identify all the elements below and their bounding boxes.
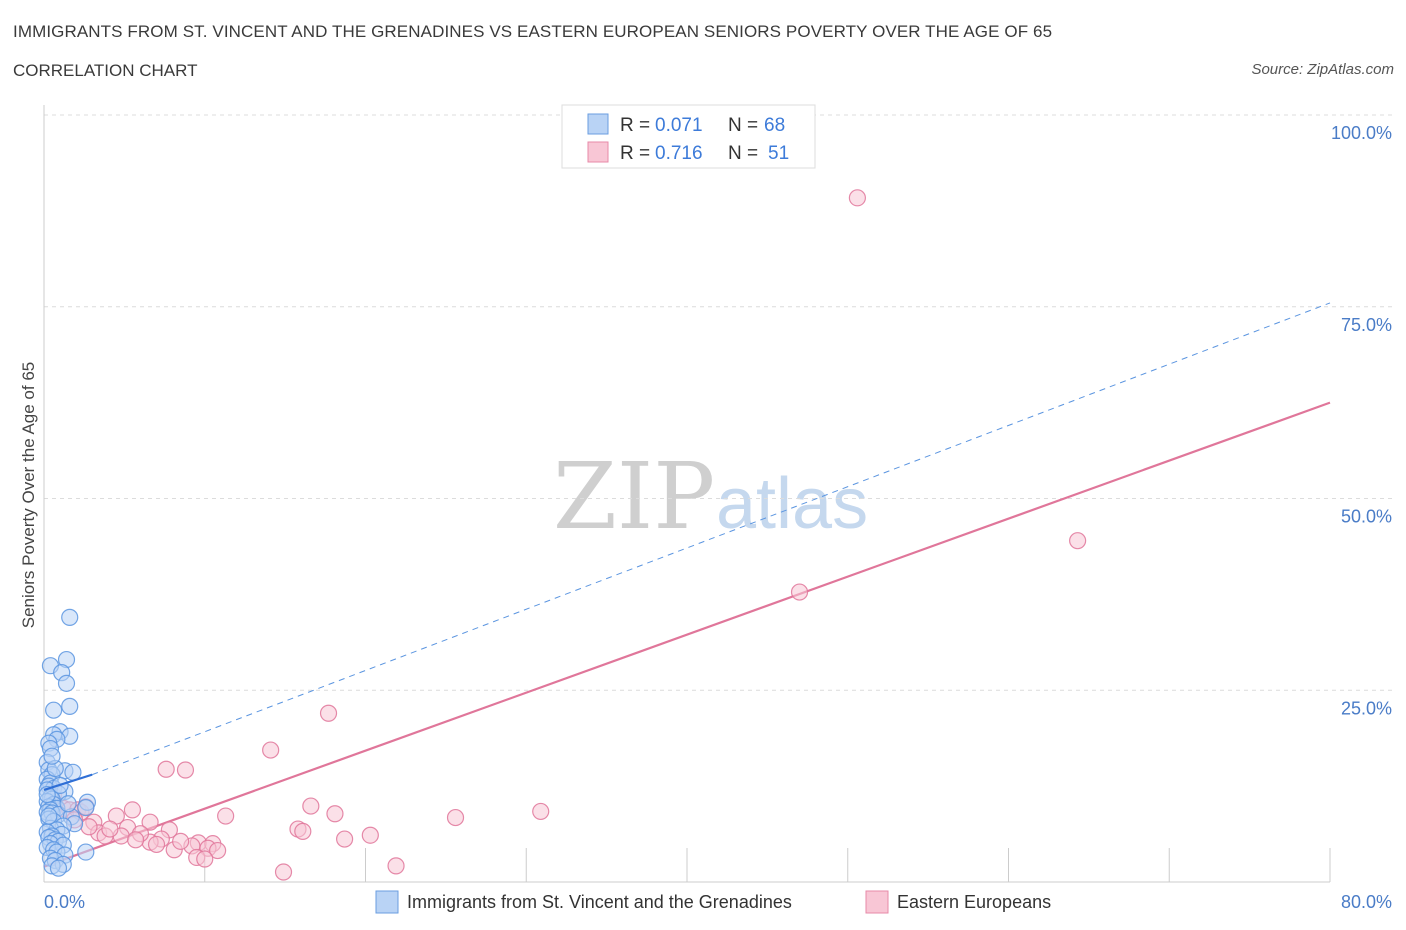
x-tick-label-max: 80.0% <box>1341 892 1392 912</box>
data-point-st-vincent <box>43 747 61 765</box>
legend-swatch-eastern-europeans <box>587 141 609 163</box>
trend-lines <box>43 302 1331 868</box>
data-point-eastern-europeans <box>532 802 550 821</box>
data-point-eastern-europeans <box>326 805 344 823</box>
data-point-st-vincent <box>61 697 79 715</box>
bottom-legend-label-st-vincent: Immigrants from St. Vincent and the Gren… <box>407 892 792 912</box>
data-point-st-vincent <box>57 674 76 692</box>
data-point-eastern-europeans <box>147 835 166 854</box>
watermark-atlas: atlas <box>716 464 868 544</box>
data-point-eastern-europeans <box>217 807 235 825</box>
data-point-eastern-europeans <box>848 189 866 207</box>
data-point-eastern-europeans <box>127 831 145 849</box>
data-point-st-vincent <box>40 807 58 825</box>
legend-n-value-2: 51 <box>768 143 789 164</box>
x-tick-marks <box>204 848 1331 882</box>
legend-n-label-2: N = <box>728 143 758 164</box>
data-point-st-vincent <box>45 701 63 719</box>
data-point-eastern-europeans <box>361 826 379 844</box>
bottom-legend-label-eastern-europeans: Eastern Europeans <box>897 892 1051 912</box>
data-point-st-vincent <box>49 859 68 877</box>
source-label: Source: ZipAtlas.com <box>1251 61 1394 78</box>
data-point-eastern-europeans <box>141 813 159 831</box>
series-eastern-europeans-points <box>45 189 1087 881</box>
watermark-zip: ZIP <box>553 443 715 550</box>
y-tick-label: 25.0% <box>1341 698 1392 718</box>
legend-r-value-2: 0.716 <box>655 143 703 164</box>
data-point-st-vincent <box>77 843 95 861</box>
trend-line-eastern-europeans <box>43 401 1331 868</box>
y-axis-label: Seniors Poverty Over the Age of 65 <box>19 362 38 628</box>
series-legend: Immigrants from St. Vincent and the Gren… <box>375 890 1051 914</box>
legend-r-label-1: R = <box>620 115 650 136</box>
trend-line-st-vincent-extension <box>92 302 1331 776</box>
data-point-eastern-europeans <box>387 857 405 875</box>
y-tick-label: 75.0% <box>1341 315 1392 335</box>
data-point-eastern-europeans <box>262 741 280 759</box>
data-point-eastern-europeans <box>302 797 320 815</box>
watermark: ZIP atlas <box>553 443 868 550</box>
data-point-eastern-europeans <box>336 830 354 848</box>
data-point-eastern-europeans <box>101 820 119 838</box>
series-st-vincent-points <box>38 608 97 877</box>
data-point-eastern-europeans <box>294 822 312 840</box>
data-point-eastern-europeans <box>80 818 98 836</box>
x-tick-label-min: 0.0% <box>44 892 85 912</box>
data-point-st-vincent <box>77 799 95 817</box>
data-point-eastern-europeans <box>196 850 214 868</box>
data-point-eastern-europeans <box>209 841 227 860</box>
data-point-eastern-europeans <box>1069 532 1087 550</box>
chart-subtitle: CORRELATION CHART <box>13 61 198 80</box>
legend-n-value-1: 68 <box>764 115 785 136</box>
data-point-st-vincent <box>61 608 79 626</box>
bottom-legend-swatch-st-vincent <box>375 890 399 914</box>
bottom-legend-swatch-eastern-europeans <box>865 890 889 914</box>
data-point-eastern-europeans <box>319 704 338 722</box>
y-tick-labels: 25.0% 50.0% 75.0% 100.0% <box>1331 123 1392 718</box>
data-point-eastern-europeans <box>274 863 293 881</box>
data-point-eastern-europeans <box>123 801 142 819</box>
data-point-eastern-europeans <box>172 832 190 850</box>
legend-r-label-2: R = <box>620 143 650 164</box>
trend-line-st-vincent <box>43 773 93 792</box>
y-tick-label: 100.0% <box>1331 123 1392 143</box>
legend-swatch-st-vincent <box>587 113 609 135</box>
legend-r-value-1: 0.071 <box>655 115 703 136</box>
data-point-eastern-europeans <box>157 760 175 778</box>
chart-title: IMMIGRANTS FROM ST. VINCENT AND THE GREN… <box>13 22 1053 41</box>
data-point-eastern-europeans <box>790 583 809 601</box>
data-point-st-vincent <box>38 785 56 804</box>
legend-n-label-1: N = <box>728 115 758 136</box>
data-point-st-vincent <box>59 795 77 813</box>
data-point-eastern-europeans <box>446 808 465 827</box>
grid-lines <box>44 114 1392 691</box>
y-tick-label: 50.0% <box>1341 507 1392 527</box>
stats-legend: R = 0.071 N = 68 R = 0.716 N = 51 <box>561 104 816 169</box>
data-point-eastern-europeans <box>176 761 195 779</box>
